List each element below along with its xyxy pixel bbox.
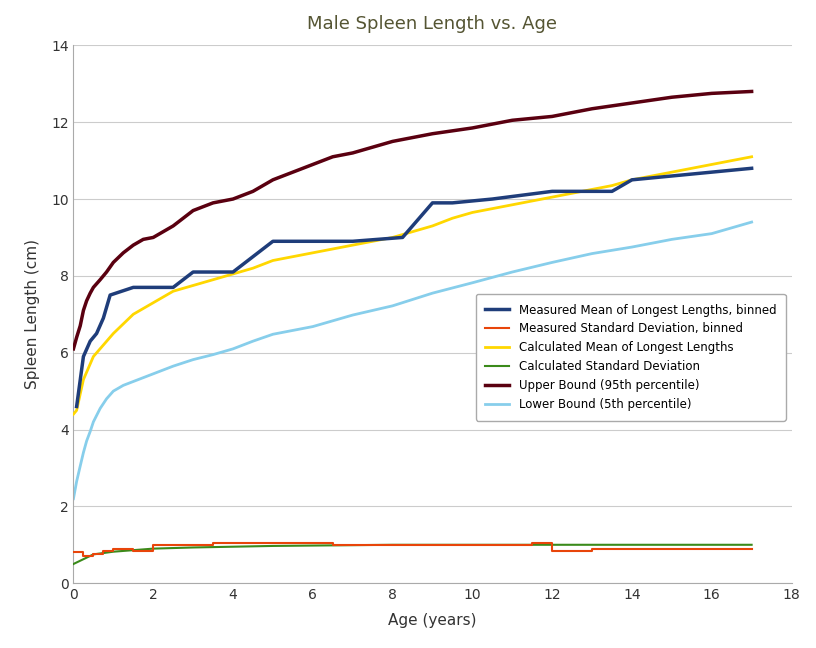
X-axis label: Age (years): Age (years) bbox=[388, 613, 477, 628]
Title: Male Spleen Length vs. Age: Male Spleen Length vs. Age bbox=[308, 15, 557, 32]
Legend: Measured Mean of Longest Lengths, binned, Measured Standard Deviation, binned, C: Measured Mean of Longest Lengths, binned… bbox=[476, 294, 786, 421]
Y-axis label: Spleen Length (cm): Spleen Length (cm) bbox=[24, 239, 40, 389]
